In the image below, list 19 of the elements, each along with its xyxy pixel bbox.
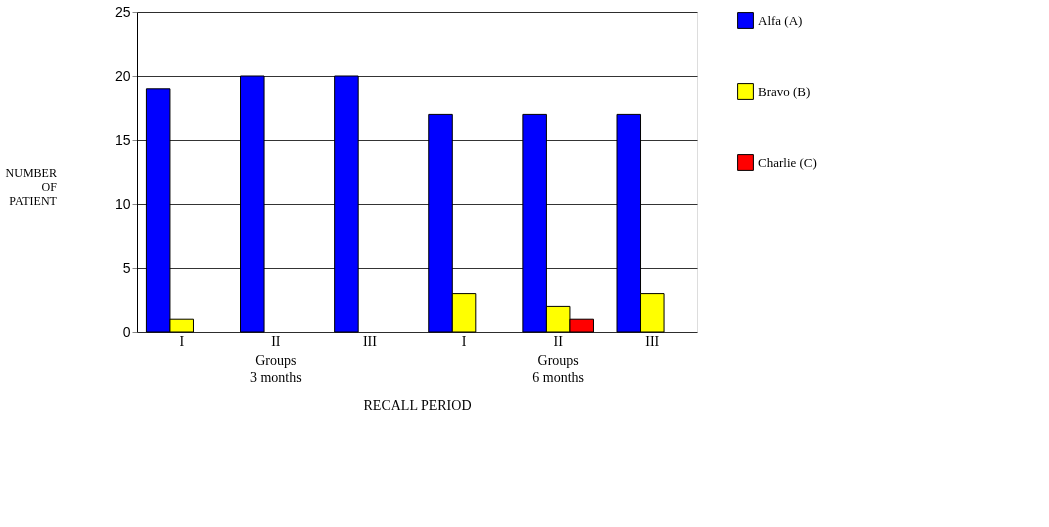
y-tick-label: 5: [122, 259, 131, 276]
x-tick-label: III: [645, 333, 660, 349]
text: Groups 6 months: [532, 353, 585, 385]
text: Groups 3 months: [249, 353, 302, 385]
y-tick-label: 10: [114, 195, 131, 212]
y-tick-label: 0: [122, 323, 131, 340]
y-axis-title: NUMBER OF PATIENT: [5, 165, 58, 208]
x-tick-label: III: [362, 333, 378, 349]
x-axis-title: RECALL PERIOD: [363, 397, 472, 413]
x-tick-label: I: [179, 333, 185, 349]
legend-label: Charlie (C): [758, 154, 817, 170]
y-tick-label: 15: [114, 131, 131, 148]
x-tick-label: II: [271, 333, 281, 349]
y-tick-label: 25: [114, 3, 131, 20]
x-tick-label: I: [461, 333, 467, 349]
x-tick-label: II: [553, 333, 564, 349]
legend-label: Alfa (A): [758, 12, 803, 28]
legend-label: Bravo (B): [758, 83, 811, 99]
y-tick-label: 20: [114, 67, 131, 84]
